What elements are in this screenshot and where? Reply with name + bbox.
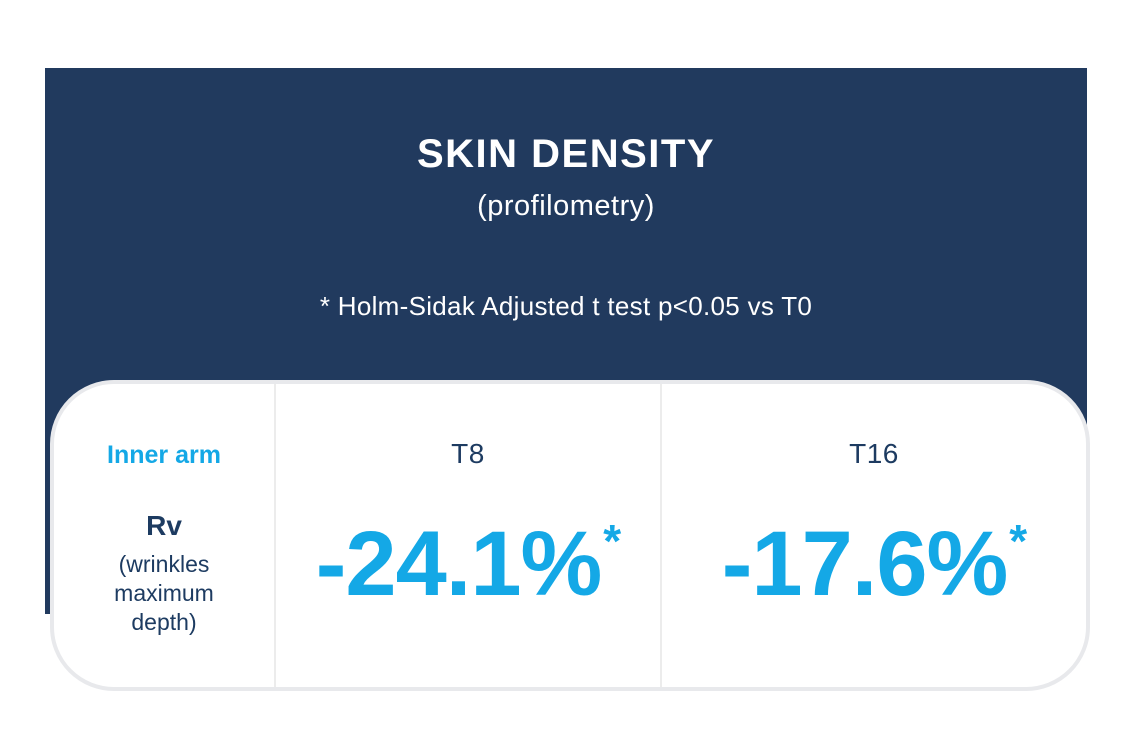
result-cell-t16: T16 -17.6%* — [662, 384, 1086, 687]
result-value-t8: -24.1%* — [276, 515, 660, 610]
result-value-t16: -17.6%* — [662, 515, 1086, 610]
significance-asterisk-t16: * — [1009, 515, 1027, 567]
parameter-description: (wrinkles maximum depth) — [114, 551, 214, 635]
result-number-t8: -24.1% — [315, 513, 602, 615]
page-title: SKIN DENSITY — [416, 132, 716, 176]
column-label-t8: T8 — [451, 438, 485, 469]
significance-asterisk-t8: * — [603, 515, 621, 567]
result-number-t16: -17.6% — [721, 513, 1008, 615]
column-label-t16: T16 — [849, 438, 899, 469]
parameter-name: Rv — [146, 510, 182, 541]
page-subtitle: (profilometry) — [477, 190, 655, 222]
site-label: Inner arm — [107, 441, 221, 469]
significance-note: * Holm-Sidak Adjusted t test p<0.05 vs T… — [319, 291, 813, 321]
row-header-cell: Inner arm Rv (wrinkles maximum depth) — [54, 384, 276, 687]
result-cell-t8: T8 -24.1%* — [276, 384, 662, 687]
results-card: Inner arm Rv (wrinkles maximum depth) T8… — [50, 380, 1090, 691]
